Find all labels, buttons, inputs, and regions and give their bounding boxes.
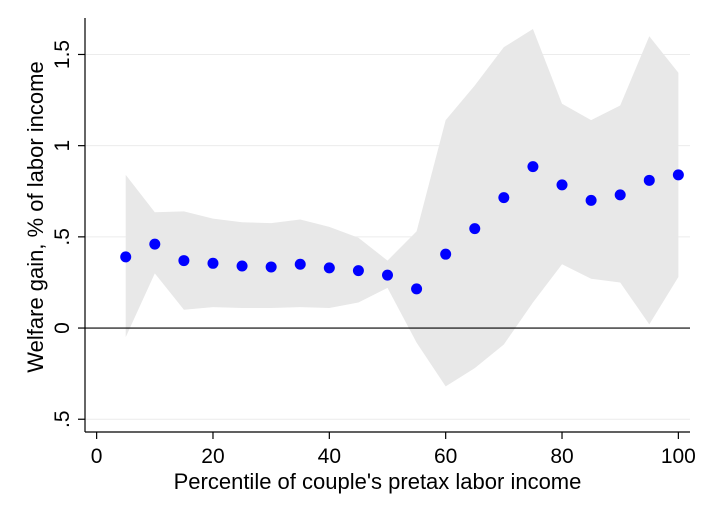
data-point: [294, 258, 306, 270]
data-point: [440, 248, 452, 260]
x-tick-label: 60: [434, 445, 457, 468]
x-axis-title: Percentile of couple's pretax labor inco…: [174, 469, 582, 494]
y-tick-label: 1.5: [51, 40, 74, 69]
data-point: [120, 251, 132, 263]
x-tick-label: 40: [318, 445, 341, 468]
data-point: [178, 255, 190, 267]
data-point: [149, 238, 161, 250]
data-point: [207, 257, 219, 269]
confidence-band: [125, 28, 679, 387]
x-tick-label: 100: [661, 445, 696, 468]
data-point: [236, 260, 248, 272]
y-tick-label: .5: [51, 228, 74, 246]
data-points: [120, 161, 684, 295]
x-tick-label: 20: [201, 445, 224, 468]
y-axis-ticks: .5 0 .5 1 1.5: [51, 40, 85, 428]
data-point: [672, 169, 684, 181]
y-tick-label: .5: [51, 410, 74, 428]
x-tick-label: 0: [91, 445, 103, 468]
x-axis-ticks: 0 20 40 60 80 100: [91, 432, 696, 468]
data-point: [614, 189, 626, 201]
y-axis-title: Welfare gain, % of labor income: [23, 61, 48, 372]
data-point: [643, 174, 655, 186]
data-point: [411, 283, 423, 295]
data-point: [585, 194, 597, 206]
data-point: [382, 269, 393, 281]
data-point: [527, 161, 539, 173]
data-point: [265, 261, 277, 273]
data-point: [469, 223, 481, 235]
y-tick-label: 0: [51, 322, 74, 334]
data-point: [556, 179, 568, 191]
x-tick-label: 80: [550, 445, 573, 468]
data-point: [498, 192, 510, 204]
y-tick-label: 1: [51, 140, 74, 152]
data-point: [323, 262, 335, 274]
data-point: [352, 265, 364, 277]
